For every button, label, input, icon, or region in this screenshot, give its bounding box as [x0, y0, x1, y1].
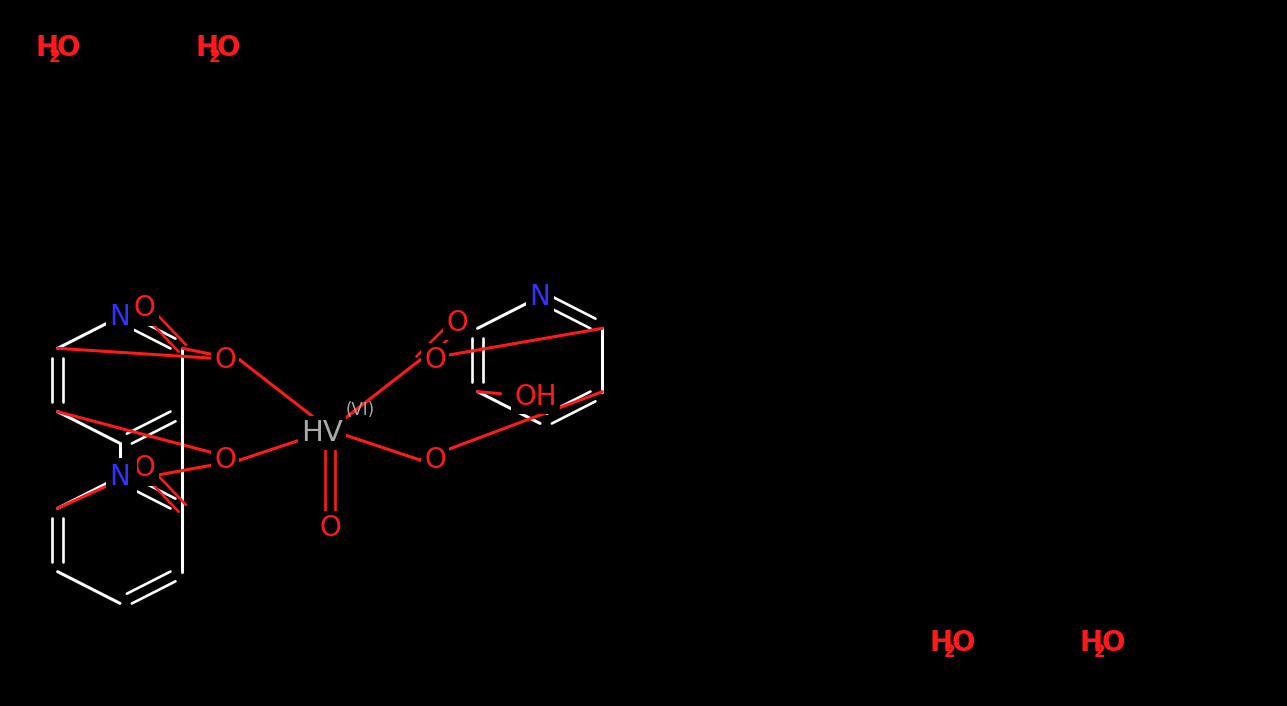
Text: O: O [447, 309, 468, 337]
Text: H: H [1080, 629, 1103, 657]
Text: H: H [35, 34, 58, 62]
Text: O: O [214, 346, 236, 374]
Text: 2: 2 [208, 48, 220, 66]
Text: O: O [319, 514, 341, 542]
Text: H: H [196, 34, 218, 62]
Text: N: N [530, 282, 551, 311]
Text: 2: 2 [943, 643, 956, 661]
Text: N: N [109, 462, 130, 491]
Text: 2: 2 [1094, 643, 1106, 661]
Text: O: O [57, 34, 81, 62]
Text: H: H [931, 629, 954, 657]
Text: (VI): (VI) [345, 401, 375, 419]
Text: N: N [109, 303, 130, 330]
Text: O: O [214, 446, 236, 474]
Text: 2: 2 [49, 48, 60, 66]
Text: O: O [425, 346, 445, 374]
Text: O: O [425, 446, 445, 474]
Text: O: O [952, 629, 976, 657]
Text: O: O [134, 294, 156, 323]
Text: O: O [1102, 629, 1126, 657]
Text: O: O [218, 34, 241, 62]
Text: OH: OH [515, 383, 557, 411]
Text: O: O [112, 461, 134, 489]
Text: HV: HV [301, 419, 342, 447]
Text: O: O [134, 455, 156, 482]
